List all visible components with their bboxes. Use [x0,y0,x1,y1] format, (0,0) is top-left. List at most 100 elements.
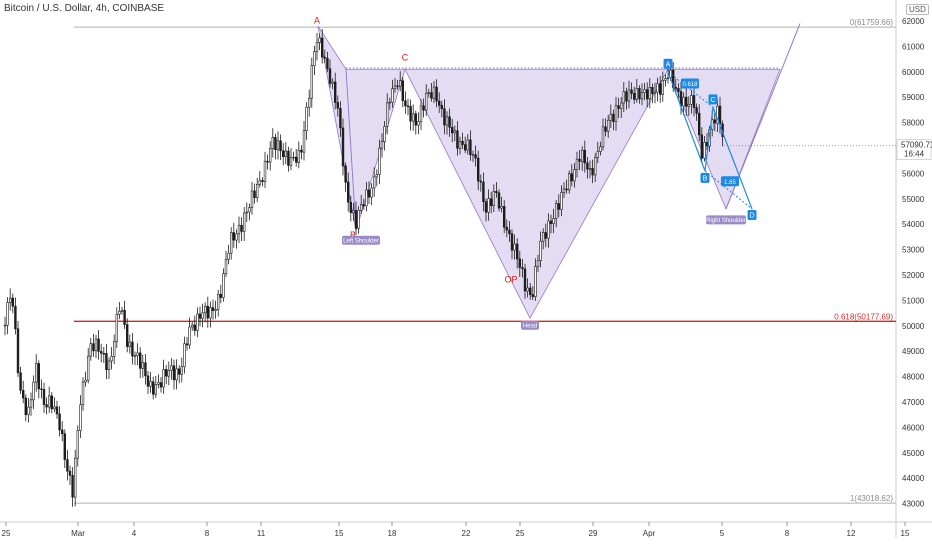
candle-body [476,157,480,182]
candle-body [178,368,181,375]
time-tick-label: 11 [257,529,266,538]
candle-body [645,89,649,100]
candle-body [297,149,300,163]
candle-body [45,404,48,408]
candle-body [120,310,124,312]
candle-body [279,140,282,152]
candle-body [380,141,384,149]
candle-body [287,150,290,166]
candle-body [76,430,80,459]
candle-body [9,297,12,303]
candle-body [588,168,592,170]
price-tick-label: 61000 [902,42,925,51]
candle-body [113,341,116,357]
candle-body [427,92,430,94]
projection-ratio-label: 1.65 [724,180,736,186]
candle-body [94,338,98,352]
candle-body [310,65,313,99]
candle-body [315,42,319,52]
candle-body [341,127,345,167]
candle-body [583,149,587,164]
candle-body [406,105,410,107]
candle-body [445,116,449,126]
price-tick-label: 52000 [902,271,925,280]
time-tick-label: 25 [2,529,11,538]
pattern-tag [706,215,746,225]
candle-body [591,168,594,176]
candle-body [414,113,417,126]
candle-body [687,104,691,107]
candle-body [417,121,420,126]
candle-body [596,151,600,158]
candle-body [224,258,228,275]
candle-body [635,88,639,100]
candle-body [60,429,64,435]
candle-body [534,266,537,297]
time-tick-label: 15 [901,529,910,538]
time-tick-label: 12 [847,529,856,538]
candle-body [339,108,342,129]
candle-body [146,375,150,387]
candle-body [677,88,680,92]
price-tick-label: 53000 [902,246,925,255]
candle-body [466,139,469,151]
candle-body [404,100,407,107]
candle-body [34,363,38,383]
candle-body [87,355,90,381]
candle-body [580,149,584,162]
candle-body [144,362,147,377]
fib-levels: 0(61759.66) 0.618(50177.69) 1(43018.62) [74,18,896,504]
projection-diag-ac [667,71,714,108]
candle-body [79,404,82,431]
current-price-box [896,139,932,161]
price-tick-label: 46000 [902,423,925,432]
candle-body [703,142,706,159]
candle-body [479,180,482,183]
candle-body [53,406,56,410]
candle-body [326,57,329,70]
candle-body [292,156,295,159]
candle-body [227,252,230,260]
candle-body [261,180,264,182]
candle-body [92,343,95,352]
candle-body [370,187,373,198]
currency-unit[interactable]: USD [906,4,929,15]
candle-body [159,382,163,388]
candle-body [263,160,267,182]
candle-body [599,146,602,152]
candle-body [664,78,667,81]
time-axis: 25 Mar 4 8 11 15 18 22 25 29 Apr 5 8 12 15 [2,522,910,538]
candle-body [508,229,511,235]
candle-body [367,189,371,198]
candle-body [614,105,618,122]
candle-body [196,313,199,331]
projection-badge [663,58,673,69]
candle-body [50,395,54,410]
pattern-point-label: C [402,52,409,62]
projection-badge [700,172,710,183]
candle-body [198,313,202,319]
candle-body [424,92,428,111]
candle-body [638,88,641,100]
candle-body [573,169,576,182]
price-tick-label: 51000 [902,296,925,305]
candle-body [66,459,69,472]
projection-ratio-badge [721,176,739,187]
current-price-time: 16:44 [904,150,925,159]
candle-body [697,112,701,136]
candle-body [357,210,360,229]
candle-body [461,141,464,145]
candle-body [281,150,285,157]
candle-body [209,307,212,319]
price-tick-label: 58000 [902,119,925,128]
candle-body [586,162,589,170]
candle-body [378,147,381,175]
time-tick-label: Mar [71,529,85,538]
candle-body [528,287,532,295]
candle-body [497,192,501,209]
candle-body [661,80,665,95]
time-tick-label: 29 [589,529,598,538]
